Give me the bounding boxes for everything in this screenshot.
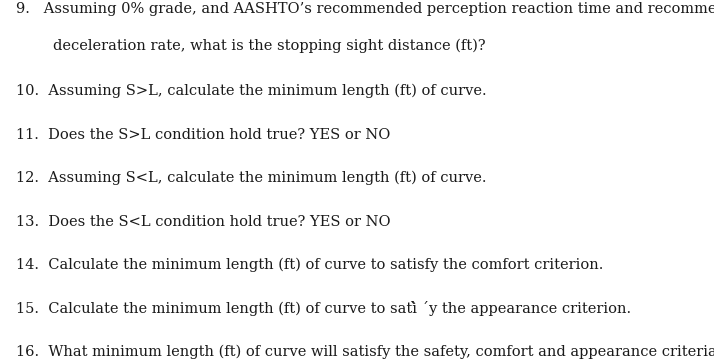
Text: 14.  Calculate the minimum length (ft) of curve to satisfy the comfort criterion: 14. Calculate the minimum length (ft) of… (16, 258, 603, 272)
Text: 16.  What minimum length (ft) of curve will satisfy the safety, comfort and appe: 16. What minimum length (ft) of curve wi… (16, 345, 714, 359)
Text: 11.  Does the S>L condition hold true? YES or NO: 11. Does the S>L condition hold true? YE… (16, 127, 390, 142)
Text: 9.   Assuming 0% grade, and AASHTO’s recommended perception reaction time and re: 9. Assuming 0% grade, and AASHTO’s recom… (16, 2, 714, 16)
Text: 13.  Does the S<L condition hold true? YES or NO: 13. Does the S<L condition hold true? YE… (16, 215, 391, 229)
Text: 12.  Assuming S<L, calculate the minimum length (ft) of curve.: 12. Assuming S<L, calculate the minimum … (16, 171, 486, 185)
Text: 15.  Calculate the minimum length (ft) of curve to satì̀ ´y the appearance crite: 15. Calculate the minimum length (ft) of… (16, 301, 631, 316)
Text: 10.  Assuming S>L, calculate the minimum length (ft) of curve.: 10. Assuming S>L, calculate the minimum … (16, 83, 486, 98)
Text: deceleration rate, what is the stopping sight distance (ft)?: deceleration rate, what is the stopping … (16, 38, 486, 53)
